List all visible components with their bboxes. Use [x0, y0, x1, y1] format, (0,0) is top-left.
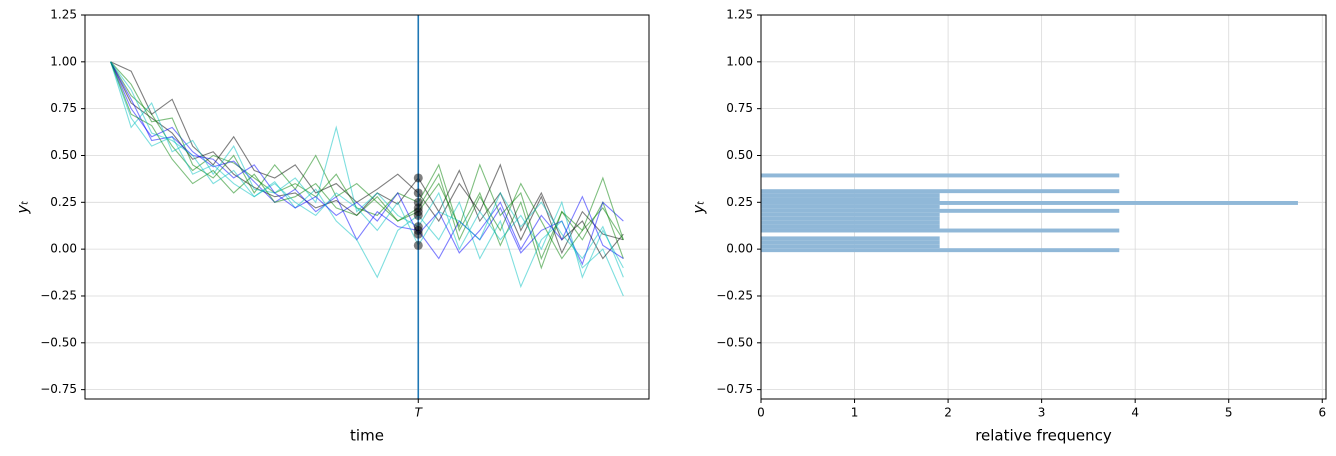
subplot: −0.75 −0.50 −0.25 0.00 0.25 0.50 0.75 1.00 1.25 0… — [690, 8, 1327, 445]
y-tick-label: −0.50 — [716, 335, 753, 349]
point-marker — [413, 207, 423, 217]
x-axis-label: time — [350, 427, 384, 445]
y-tick-label: 1.25 — [50, 8, 77, 22]
axes-frame — [760, 14, 1327, 400]
histogram-bar — [761, 228, 1120, 233]
histogram-bar — [761, 244, 940, 249]
axes-frame — [84, 14, 650, 400]
y-tick-label: 0.75 — [50, 101, 77, 115]
histogram-bar — [761, 248, 1120, 253]
histogram-bar — [761, 236, 940, 241]
point-marker — [413, 240, 423, 250]
histogram-bar — [761, 197, 940, 202]
histogram-bar — [761, 173, 1120, 178]
y-axis-label: yₜ — [690, 200, 708, 214]
series-line — [110, 61, 624, 278]
histogram-bar — [761, 240, 940, 245]
series-line — [110, 61, 624, 261]
y-tick-label: 1.00 — [50, 54, 77, 68]
x-tick-label: 3 — [1038, 406, 1046, 420]
y-tick-label: 0.25 — [726, 195, 753, 209]
x-tick-label: 4 — [1131, 406, 1139, 420]
y-tick-label: 0.25 — [50, 195, 77, 209]
subplot: −0.75 −0.50 −0.25 0.00 0.25 0.50 0.75 1.00 1.25 T… — [14, 8, 650, 445]
y-tick-label: −0.50 — [40, 335, 77, 349]
x-axis-label: relative frequency — [975, 427, 1112, 445]
point-marker — [413, 222, 423, 232]
series-line — [110, 61, 624, 260]
series-line — [110, 61, 624, 255]
histogram-bar — [761, 220, 940, 225]
histogram-bar — [761, 208, 1120, 213]
y-tick-label: 1.00 — [726, 54, 753, 68]
histogram-bar — [761, 204, 940, 209]
x-tick-label: 0 — [757, 406, 765, 420]
histogram-bar — [761, 212, 940, 217]
y-tick-label: 0.50 — [726, 148, 753, 162]
series-line — [110, 61, 624, 279]
x-tick-label: 1 — [851, 406, 859, 420]
histogram-bar — [761, 189, 1120, 194]
histogram-bar — [761, 201, 1298, 205]
histogram-bar — [761, 216, 940, 221]
y-tick-label: −0.25 — [40, 288, 77, 302]
y-tick-label: −0.75 — [716, 382, 753, 396]
x-tick-label: 5 — [1225, 406, 1233, 420]
y-tick-label: −0.75 — [40, 382, 77, 396]
point-marker — [413, 173, 423, 183]
x-tick-label: 6 — [1318, 406, 1326, 420]
y-tick-label: 0.50 — [50, 148, 77, 162]
series-line — [110, 61, 624, 266]
x-tick-label: 2 — [944, 406, 952, 420]
histogram-bar — [761, 224, 940, 229]
y-tick-label: −0.25 — [716, 288, 753, 302]
histogram-bar — [761, 193, 940, 198]
series-line — [110, 61, 624, 260]
series-line — [110, 61, 624, 259]
y-tick-label: 0.00 — [726, 242, 753, 256]
y-tick-label: 1.25 — [726, 8, 753, 22]
y-axis-label: yₜ — [14, 200, 32, 214]
y-tick-label: 0.00 — [50, 242, 77, 256]
y-tick-label: 0.75 — [726, 101, 753, 115]
point-marker — [413, 188, 423, 198]
series-line — [110, 61, 624, 297]
point-marker — [413, 229, 423, 239]
x-tick-label: T — [415, 406, 424, 420]
